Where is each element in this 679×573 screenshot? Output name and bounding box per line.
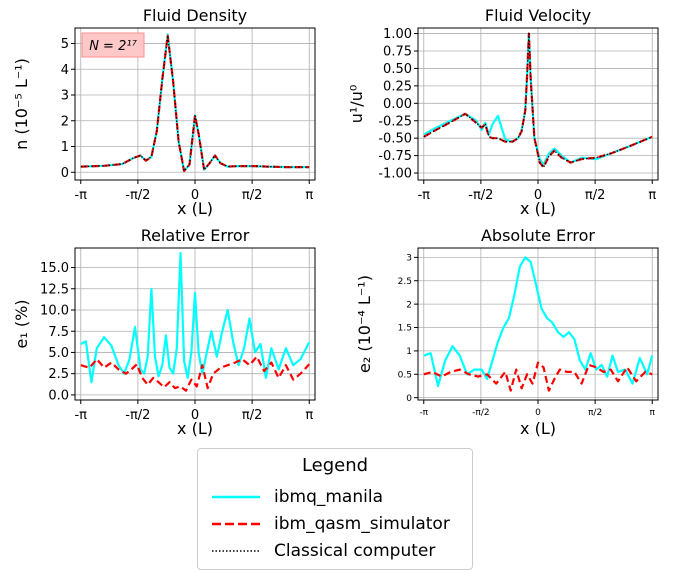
x-tick-label: π/2	[242, 408, 262, 423]
annotation-box	[81, 32, 145, 58]
x-tick-label: π	[305, 188, 313, 203]
plot-frame	[74, 27, 316, 181]
legend-title: Legend	[301, 455, 369, 476]
legend-entry-manila: ibmq_manila	[208, 485, 383, 509]
panel-relerr: -π -π/2 0 π/2 π 0.0 2.5 5.0 7.5 10.0 12.5 15.0 Relat…	[12, 226, 316, 438]
y-tick-label: 3	[61, 89, 69, 104]
x-tick-label: π	[650, 408, 656, 418]
y-tick-label: 12.5	[40, 282, 69, 297]
y-tick-label: 1.00	[383, 27, 412, 42]
y-tick-label: 1.5	[398, 324, 412, 334]
y-tick-label: 5.0	[48, 346, 69, 361]
panel-density: -π -π/2 0 π/2 π 0 1 2 3 4 5 Fluid Density x (L) n (10…	[12, 6, 316, 218]
chart-title: Absolute Error	[481, 226, 595, 245]
y-tick-label: -0.50	[378, 132, 412, 147]
series-line-ibmq-manila	[423, 256, 654, 388]
legend: Legend ibmq_manila ibm_qasm_simulator Cl…	[197, 448, 473, 570]
legend-label-qasm: ibm_qasm_simulator	[274, 514, 450, 534]
y-axis-label: n (10⁻⁵ L⁻¹)	[12, 58, 31, 150]
y-tick-label: 2.5	[48, 367, 69, 382]
plot-frame	[74, 247, 316, 401]
panel-abserr: -π -π/2 0 π/2 π 0 0.5 1 1.5 2 2.5 3 Absolute Error x …	[355, 226, 659, 438]
y-axis-label: e₂ (10⁻⁴ L⁻¹)	[355, 275, 374, 373]
series-line-ibmq-manila	[80, 33, 310, 173]
x-tick-label: π	[305, 408, 313, 423]
y-tick-label: 3	[406, 254, 412, 264]
legend-entry-qasm: ibm_qasm_simulator	[208, 512, 450, 536]
y-tick-label: 4	[61, 63, 69, 78]
x-tick-label: 0	[191, 408, 199, 423]
chart-title: Relative Error	[141, 226, 250, 245]
x-axis-label: x (L)	[520, 419, 556, 438]
x-tick-label: -π	[417, 188, 430, 203]
x-tick-label: -π/2	[125, 188, 150, 203]
y-tick-label: 0.75	[383, 45, 412, 60]
plot-frame	[417, 27, 659, 181]
y-axis-label: e₁ (%)	[12, 299, 31, 348]
panel-velocity: -π -π/2 0 π/2 π -1.00 -0.75 -0.50 -0.25 0.00 0.25 0…	[347, 6, 659, 218]
y-tick-label: 1	[61, 140, 69, 155]
x-tick-label: -π/2	[125, 408, 150, 423]
y-tick-label: 0.25	[383, 79, 412, 94]
y-tick-label: 2.5	[398, 277, 412, 287]
y-axis-label: u¹/u⁰	[347, 85, 366, 124]
y-tick-label: 15.0	[40, 261, 69, 276]
legend-swatch-manila	[212, 495, 260, 499]
y-tick-label: 7.5	[48, 325, 69, 340]
legend-swatch-qasm	[212, 522, 260, 526]
legend-swatch-classical	[212, 550, 260, 552]
x-tick-label: -π	[419, 408, 428, 418]
x-tick-label: π/2	[585, 188, 605, 203]
series-line-ibm-qasm-simulator	[423, 361, 653, 392]
x-tick-label: -π/2	[472, 408, 489, 418]
x-tick-label: -π	[74, 408, 87, 423]
x-axis-label: x (L)	[177, 419, 213, 438]
y-tick-label: 0.50	[383, 62, 412, 77]
plot-frame	[417, 247, 659, 401]
y-tick-label: 2	[61, 114, 69, 129]
legend-label-manila: ibmq_manila	[274, 487, 383, 507]
x-tick-label: -π	[74, 188, 87, 203]
y-tick-label: 10.0	[40, 304, 69, 319]
x-tick-label: 0	[191, 188, 199, 203]
y-tick-label: 0.00	[383, 97, 412, 112]
y-tick-label: 1	[406, 347, 412, 357]
y-tick-label: 0.0	[48, 388, 69, 403]
annotation-text: N = 2¹⁷	[89, 39, 137, 54]
x-axis-label: x (L)	[520, 199, 556, 218]
y-tick-label: -0.75	[378, 149, 412, 164]
x-tick-label: π/2	[242, 188, 262, 203]
y-tick-label: -1.00	[378, 167, 412, 182]
chart-title: Fluid Velocity	[485, 6, 591, 25]
x-tick-label: 0	[535, 408, 541, 418]
y-tick-label: 2	[406, 300, 412, 310]
series-line-ibm-qasm-simulator	[80, 355, 311, 392]
legend-label-classical: Classical computer	[274, 541, 436, 561]
legend-entry-classical: Classical computer	[208, 539, 435, 563]
x-tick-label: π/2	[588, 408, 602, 418]
y-tick-label: 5	[61, 37, 69, 52]
series-line-ibmq-manila	[80, 252, 311, 384]
y-tick-label: -0.25	[378, 114, 412, 129]
x-tick-label: -π/2	[468, 188, 493, 203]
y-tick-label: 0	[61, 166, 69, 181]
x-tick-label: 0	[534, 188, 542, 203]
y-tick-label: 0	[406, 394, 412, 404]
x-axis-label: x (L)	[177, 199, 213, 218]
series-line-classical-computer	[423, 32, 653, 169]
chart-title: Fluid Density	[143, 6, 247, 25]
y-tick-label: 0.5	[398, 370, 412, 380]
figure-canvas: -π -π/2 0 π/2 π 0 1 2 3 4 5 Fluid Density x (L) n (10…	[12, 6, 659, 438]
x-tick-label: π	[648, 188, 656, 203]
